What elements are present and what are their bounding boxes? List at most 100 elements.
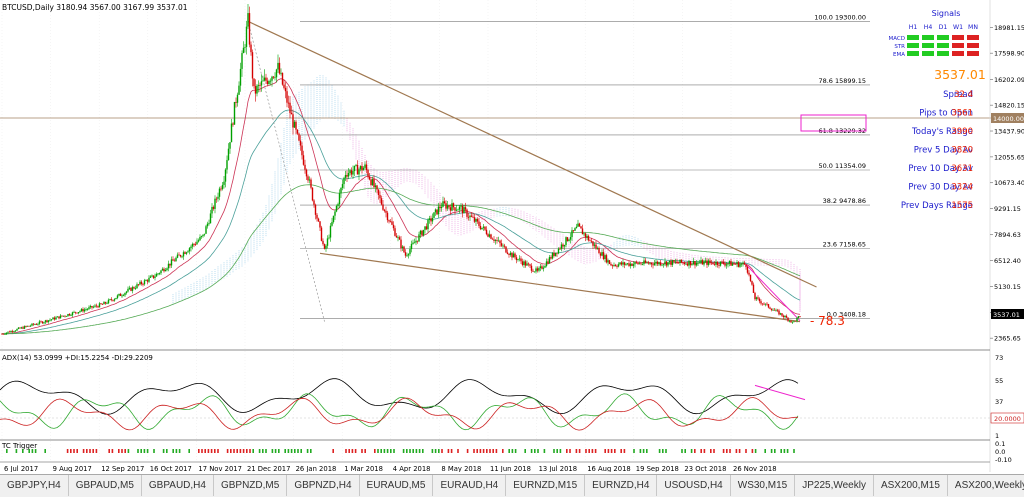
candle-body bbox=[373, 179, 375, 188]
candle-body bbox=[494, 239, 497, 241]
chart-tab[interactable]: GBPJPY,H4 bbox=[0, 475, 69, 496]
tc-axis-labels: 0.10.0-0.10 bbox=[995, 440, 1012, 464]
candle-body bbox=[137, 284, 140, 286]
candle-body bbox=[589, 240, 591, 242]
candle-body bbox=[365, 164, 368, 171]
time-label: 13 Jul 2018 bbox=[539, 465, 577, 472]
tc-trigger-bar bbox=[217, 449, 219, 453]
candle-body bbox=[530, 265, 533, 271]
candle-body bbox=[500, 243, 503, 246]
chart-tab[interactable]: EURNZD,H4 bbox=[585, 475, 658, 496]
candle-body bbox=[623, 262, 626, 265]
candle-body bbox=[643, 260, 645, 265]
tc-trigger-bar bbox=[415, 449, 418, 453]
candle-body bbox=[674, 261, 677, 263]
tc-axis-label: -0.10 bbox=[995, 456, 1012, 464]
time-label: 11 Jun 2018 bbox=[490, 465, 531, 472]
chart-tab[interactable]: ASX200,Weekly bbox=[948, 475, 1024, 496]
main-price-panel[interactable]: BTCUSD,Daily 3180.94 3567.00 3167.99 353… bbox=[0, 3, 1024, 336]
candle-body bbox=[610, 263, 612, 266]
candle-body bbox=[370, 179, 372, 185]
tc-trigger-bar bbox=[700, 449, 702, 453]
tc-trigger-bar bbox=[604, 449, 606, 453]
candle-body bbox=[380, 198, 383, 205]
chart-tab[interactable]: GBPAUD,H4 bbox=[142, 475, 214, 496]
support-trend-line[interactable] bbox=[319, 252, 801, 323]
candle-body bbox=[742, 262, 744, 264]
candle-body bbox=[533, 271, 536, 273]
tc-trigger-bar bbox=[447, 449, 450, 453]
candle-body bbox=[413, 242, 416, 244]
tc-trigger-bar bbox=[662, 449, 664, 453]
candle-body bbox=[773, 309, 776, 311]
candle-body bbox=[482, 226, 485, 228]
candle-body bbox=[556, 252, 558, 254]
candle-body bbox=[620, 262, 623, 265]
candle-body bbox=[496, 239, 498, 241]
chart-tab[interactable]: JP225,Weekly bbox=[795, 475, 874, 496]
tc-trigger-bar bbox=[607, 449, 610, 453]
candle-body bbox=[253, 78, 255, 87]
candle-body bbox=[452, 203, 455, 208]
candle-body bbox=[65, 316, 68, 317]
tc-trigger-bar bbox=[588, 449, 590, 453]
signal-cell bbox=[967, 43, 979, 48]
tc-trigger-bar bbox=[198, 449, 200, 453]
chart-tab[interactable]: GBPNZD,M5 bbox=[214, 475, 288, 496]
candle-body bbox=[143, 280, 146, 285]
symbol-tab-bar: GBPJPY,H4 GBPAUD,M5 GBPAUD,H4 GBPNZD,M5 GBPN… bbox=[0, 474, 1024, 497]
tc-trigger-panel[interactable]: TC Trigger 0.10.0-0.10 bbox=[1, 440, 1012, 464]
candle-body bbox=[302, 155, 305, 165]
tc-trigger-bar bbox=[431, 449, 434, 453]
tc-trigger-bar bbox=[354, 449, 357, 453]
candle-body bbox=[100, 303, 102, 305]
tc-trigger-bar bbox=[252, 449, 254, 453]
candle-body bbox=[89, 306, 92, 308]
candle-body bbox=[266, 80, 269, 84]
trend-lines[interactable] bbox=[247, 20, 817, 323]
chart-tab[interactable]: WS30,M15 bbox=[731, 475, 796, 496]
tc-trigger-bar bbox=[774, 449, 776, 453]
tc-trigger-bar bbox=[380, 449, 382, 453]
candle-body bbox=[527, 263, 530, 265]
tc-trigger-bar bbox=[591, 449, 594, 453]
chart-tab[interactable]: GBPAUD,M5 bbox=[69, 475, 142, 496]
candle-body bbox=[101, 304, 104, 305]
tc-trigger-bar bbox=[246, 449, 248, 453]
tc-trigger-bar bbox=[249, 449, 251, 453]
candle-body bbox=[613, 264, 615, 266]
tc-trigger-bar bbox=[137, 449, 139, 453]
price-axis[interactable]: 18981.15 17598.90 16202.09 14820.15 13437.90… bbox=[989, 0, 1024, 472]
candle-body bbox=[518, 258, 521, 260]
candle-body bbox=[503, 245, 506, 247]
tc-trigger-bar bbox=[729, 449, 731, 453]
tc-trigger-bar bbox=[690, 449, 693, 453]
chart-tab[interactable]: EURNZD,M15 bbox=[506, 475, 586, 496]
tc-trigger-bar bbox=[34, 449, 37, 453]
short-trend-line[interactable] bbox=[745, 264, 801, 322]
chart-tab[interactable]: EURAUD,H4 bbox=[433, 475, 507, 496]
tc-trigger-bar bbox=[770, 449, 773, 453]
candle-body bbox=[23, 326, 26, 329]
adx-panel[interactable]: ADX(14) 53.0999 +DI:15.2254 -DI:29.2209 … bbox=[0, 354, 1024, 440]
candle-body bbox=[80, 309, 83, 312]
candle-body bbox=[458, 206, 461, 210]
chart-tab[interactable]: EURAUD,M5 bbox=[360, 475, 434, 496]
downtrend-line[interactable] bbox=[247, 20, 817, 288]
chart-area[interactable]: BTCUSD,Daily 3180.94 3567.00 3167.99 353… bbox=[0, 0, 1024, 472]
candle-body bbox=[364, 164, 366, 168]
candle-body bbox=[520, 258, 522, 262]
chart-tab[interactable]: ASX200,M15 bbox=[874, 475, 948, 496]
tc-trigger-bar bbox=[614, 449, 616, 453]
candle-body bbox=[392, 224, 395, 229]
chart-tab[interactable]: GBPNZD,H4 bbox=[287, 475, 360, 496]
candle-body bbox=[334, 211, 336, 216]
candle-body bbox=[4, 333, 6, 335]
candle-body bbox=[793, 320, 795, 322]
candle-body bbox=[94, 305, 96, 307]
candle-body bbox=[580, 226, 582, 229]
tc-trigger-bar bbox=[726, 449, 728, 453]
candle-body bbox=[152, 275, 155, 278]
tc-trigger-bar bbox=[738, 449, 741, 453]
chart-tab[interactable]: USOUSD,H4 bbox=[657, 475, 731, 496]
